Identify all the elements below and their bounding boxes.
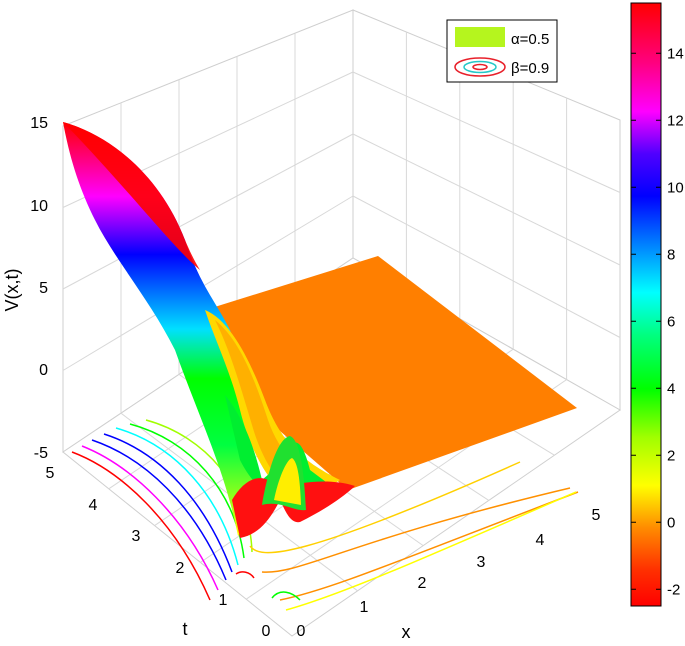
colorbar-tick-labels: -2 0 2 4 6 8 10 12 14 — [631, 45, 684, 598]
legend-surface-swatch — [455, 27, 505, 47]
t-tick-label: 1 — [219, 592, 228, 609]
colorbar: -2 0 2 4 6 8 10 12 14 — [630, 2, 684, 607]
x-tick-label: 0 — [297, 623, 306, 640]
legend-entry-alpha: α=0.5 — [511, 31, 549, 48]
colorbar-tick-label: 2 — [667, 447, 675, 464]
legend-entry-beta: β=0.9 — [511, 60, 549, 77]
x-axis-label: x — [402, 622, 411, 642]
colorbar-tick-label: 6 — [667, 313, 675, 330]
z-tick-label: 15 — [30, 115, 48, 132]
t-tick-labels: 0 1 2 3 4 5 — [46, 465, 271, 640]
surface — [63, 122, 577, 538]
floor-contours — [71, 419, 579, 611]
z-tick-label: 5 — [39, 280, 48, 297]
x-tick-label: 4 — [536, 532, 545, 549]
t-axis-label: t — [182, 619, 187, 639]
legend-contour-swatch-outer — [454, 57, 506, 77]
surface-ridge — [63, 122, 254, 536]
t-tick-label: 4 — [89, 497, 98, 514]
z-tick-label: 0 — [39, 362, 48, 379]
z-tick-label: -5 — [34, 445, 48, 462]
z-tick-label: 10 — [30, 198, 48, 215]
colorbar-tick-label: 12 — [667, 112, 684, 129]
t-tick-label: 0 — [262, 623, 271, 640]
surface-plateau — [205, 256, 577, 490]
x-tick-label: 1 — [360, 599, 369, 616]
x-tick-label: 5 — [592, 507, 601, 524]
colorbar-gradient — [630, 2, 662, 607]
colorbar-tick-label: -2 — [667, 581, 680, 598]
t-tick-label: 5 — [46, 465, 55, 482]
legend: α=0.5 β=0.9 — [446, 19, 558, 83]
colorbar-tick-label: 4 — [667, 380, 675, 397]
x-tick-label: 2 — [418, 575, 427, 592]
x-tick-label: 3 — [477, 554, 486, 571]
t-tick-label: 2 — [176, 560, 185, 577]
colorbar-tick-label: 0 — [667, 514, 675, 531]
colorbar-tick-label: 14 — [667, 45, 684, 62]
z-axis-label: V(x,t) — [2, 269, 22, 312]
x-tick-labels: 0 1 2 3 4 5 — [297, 507, 601, 640]
z-tick-labels: -5 0 5 10 15 — [30, 115, 48, 462]
t-tick-label: 3 — [132, 528, 141, 545]
colorbar-tick-label: 10 — [667, 179, 684, 196]
colorbar-tick-label: 8 — [667, 246, 675, 263]
